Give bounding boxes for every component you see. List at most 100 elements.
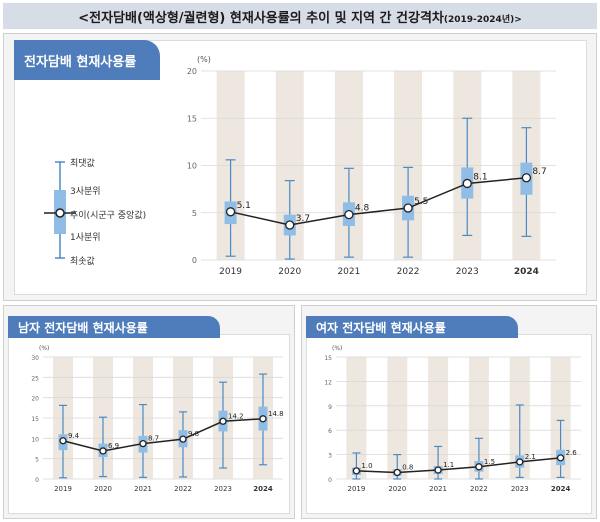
- total-data-label: 4.8: [355, 204, 370, 214]
- total-median-point: [344, 209, 354, 220]
- male-x-tick-label: 2023: [214, 485, 232, 493]
- total-x-tick-label: 2023: [456, 267, 479, 277]
- page-title-years: (2019-2024년)>: [443, 14, 522, 25]
- female-column-bg: [346, 357, 367, 479]
- female-chart: (%) 0 3 6 9 12 15 2019 2020 2021 2022 2023 2024 1.0 0.…: [324, 345, 581, 493]
- male-median-point: [179, 435, 187, 443]
- male-median-point: [59, 437, 67, 445]
- male-unit-label: (%): [39, 345, 49, 352]
- total-x-tick-label: 2024: [514, 267, 539, 277]
- male-x-tick-label: 2022: [174, 485, 192, 493]
- female-x-tick-label: 2023: [511, 485, 529, 493]
- male-y-tick-label: 10: [31, 436, 39, 443]
- total-y-tick-label: 20: [187, 67, 197, 76]
- total-data-label: 3.7: [296, 214, 310, 224]
- female-data-label: 1.0: [361, 462, 372, 470]
- female-data-label: 2.1: [525, 453, 536, 461]
- legend-marker: [55, 208, 65, 218]
- female-data-label: 1.1: [443, 461, 454, 469]
- total-data-label: 8.1: [473, 172, 487, 182]
- total-data-label: 5.1: [237, 201, 251, 211]
- total-panel-tab: 전자담배 현재사용률: [14, 40, 160, 80]
- female-x-tick-label: 2019: [348, 485, 366, 493]
- female-data-label: 1.5: [484, 458, 495, 466]
- male-median-line: [62, 418, 264, 452]
- male-data-label: 14.2: [228, 412, 244, 420]
- female-column-bg: [468, 357, 489, 479]
- title-bar: <전자담배(액상형/궐련형) 현재사용률의 추이 및 지역 간 건강격차(201…: [3, 3, 597, 29]
- total-x-tick-label: 2021: [337, 267, 360, 277]
- female-median-point: [556, 454, 565, 462]
- male-y-tick-label: 30: [31, 355, 39, 362]
- total-median-point: [285, 220, 295, 230]
- female-data-label: 2.6: [566, 449, 578, 457]
- female-unit-label: (%): [332, 345, 342, 352]
- total-y-tick-label: 0: [192, 256, 197, 265]
- legend-min-label: 최솟값: [70, 257, 95, 267]
- total-unit-label: (%): [197, 55, 211, 64]
- total-y-tick-label: 15: [187, 114, 197, 123]
- total-x-tick-label: 2022: [397, 267, 420, 277]
- female-y-tick-label: 0: [328, 477, 332, 484]
- male-data-label: 9.4: [68, 432, 80, 440]
- legend-median-label: 추이(시군구 중앙값): [70, 211, 147, 221]
- male-x-tick-label: 2021: [134, 485, 152, 493]
- male-x-tick-label: 2024: [253, 485, 273, 493]
- female-x-tick-label: 2024: [551, 485, 571, 493]
- female-x-tick-label: 2020: [388, 485, 406, 493]
- female-median-point: [352, 467, 361, 475]
- legend: [44, 161, 76, 259]
- female-column-bg: [428, 357, 449, 479]
- male-data-label: 14.8: [268, 410, 284, 418]
- female-median-point: [475, 463, 483, 471]
- total-median-point: [403, 203, 413, 213]
- total-median-line: [230, 177, 527, 226]
- total-y-tick-label: 5: [192, 209, 197, 218]
- legend-q1-label: 1사분위: [70, 233, 101, 243]
- total-median-point: [462, 178, 472, 189]
- legend-max-label: 최댓값: [70, 159, 95, 169]
- male-x-tick-label: 2020: [94, 485, 112, 493]
- male-y-tick-label: 5: [35, 457, 39, 464]
- total-median-point: [225, 207, 236, 217]
- female-y-tick-label: 9: [328, 404, 332, 411]
- page-title-text: <전자담배(액상형/궐련형) 현재사용률의 추이 및 지역 간 건강격차: [78, 10, 444, 26]
- male-median-point: [219, 417, 227, 425]
- page-title: <전자담배(액상형/궐련형) 현재사용률의 추이 및 지역 간 건강격차(201…: [78, 7, 522, 26]
- male-data-label: 9.8: [188, 430, 199, 438]
- male-y-tick-label: 0: [35, 477, 39, 484]
- female-column-bg: [387, 357, 408, 479]
- legend-q3-label: 3사분위: [70, 187, 101, 197]
- female-median-point: [516, 458, 524, 466]
- male-median-point: [139, 439, 147, 448]
- total-data-label: 5.5: [414, 197, 428, 207]
- total-median-point: [521, 173, 532, 183]
- male-data-label: 8.7: [148, 435, 159, 443]
- female-x-tick-label: 2021: [429, 485, 447, 493]
- total-x-tick-label: 2020: [278, 267, 301, 277]
- female-data-label: 0.8: [402, 463, 413, 471]
- male-chart: (%) 0 5 10 15 20 25 30 2019 2020 2021 2022 2023 2024 9…: [31, 345, 284, 493]
- female-median-line: [356, 457, 561, 474]
- female-x-tick-label: 2022: [470, 485, 488, 493]
- total-y-tick-label: 10: [187, 162, 197, 171]
- male-y-tick-label: 15: [31, 416, 39, 423]
- female-column-bg: [550, 357, 571, 479]
- female-y-tick-label: 12: [324, 379, 332, 386]
- female-y-tick-label: 15: [324, 355, 332, 362]
- female-y-tick-label: 6: [328, 428, 332, 435]
- male-data-label: 6.9: [108, 442, 119, 450]
- male-x-tick-label: 2019: [54, 485, 72, 493]
- female-panel-tab: 여자 전자담배 현재사용률: [306, 316, 518, 338]
- male-panel-tab: 남자 전자담배 현재사용률: [8, 316, 220, 338]
- male-y-tick-label: 25: [31, 375, 39, 382]
- male-median-point: [259, 415, 267, 423]
- male-median-point: [99, 447, 107, 455]
- total-x-tick-label: 2019: [219, 267, 242, 277]
- female-median-point: [393, 468, 401, 477]
- total-chart: (%) 0 5 10 15 20 2019 2020 2021 2022 2023 2024 5.1 3.…: [187, 55, 556, 277]
- total-data-label: 8.7: [532, 167, 546, 177]
- male-y-tick-label: 20: [31, 396, 39, 403]
- female-median-point: [434, 466, 442, 474]
- female-y-tick-label: 3: [328, 453, 332, 460]
